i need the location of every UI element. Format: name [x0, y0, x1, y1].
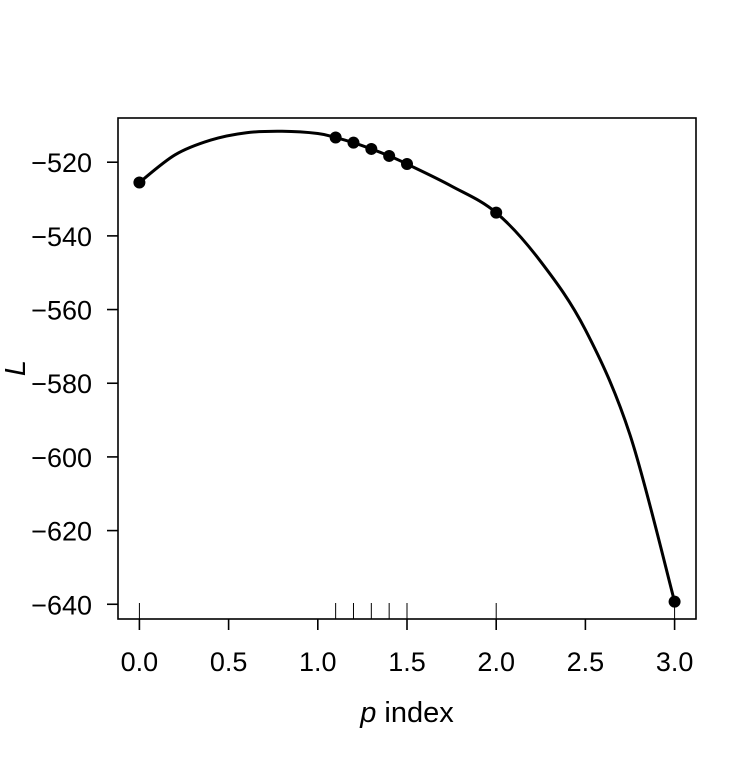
data-point: [329, 131, 342, 144]
data-point: [383, 149, 396, 162]
x-axis: 0.0 0.5 1.0 1.5 2.0 2.5 3.0: [121, 619, 694, 677]
y-tick-label: −520: [31, 148, 92, 178]
y-tick-label: −620: [31, 517, 92, 547]
data-point: [668, 595, 681, 608]
x-tick-label: 3.0: [656, 647, 694, 677]
data-point: [365, 142, 378, 155]
y-tick-label: −600: [31, 443, 92, 473]
y-tick-label: −580: [31, 369, 92, 399]
y-axis: −520 −540 −560 −580 −600 −620 −640: [31, 148, 118, 620]
x-axis-title-italic: p: [359, 697, 376, 729]
data-point: [490, 206, 503, 219]
x-axis-title-rest: index: [376, 697, 454, 729]
x-tick-label: 0.5: [210, 647, 248, 677]
x-tick-label: 2.0: [477, 647, 515, 677]
plot-frame: [117, 117, 697, 620]
x-tick-label: 0.0: [121, 647, 159, 677]
y-tick-label: −560: [31, 296, 92, 326]
data-point: [133, 176, 146, 189]
data-point: [401, 158, 413, 171]
x-tick-label: 1.5: [388, 647, 426, 677]
x-tick-label: 2.5: [567, 647, 605, 677]
y-tick-label: −640: [31, 590, 92, 620]
data-points: [133, 131, 681, 608]
x-axis-title: p index: [359, 697, 454, 729]
rug-marks: [138, 603, 676, 619]
x-tick-label: 1.0: [299, 647, 337, 677]
data-point: [347, 136, 360, 149]
y-axis-title: L: [0, 360, 32, 376]
fitted-curve: [138, 129, 677, 603]
y-tick-label: −540: [31, 222, 92, 252]
